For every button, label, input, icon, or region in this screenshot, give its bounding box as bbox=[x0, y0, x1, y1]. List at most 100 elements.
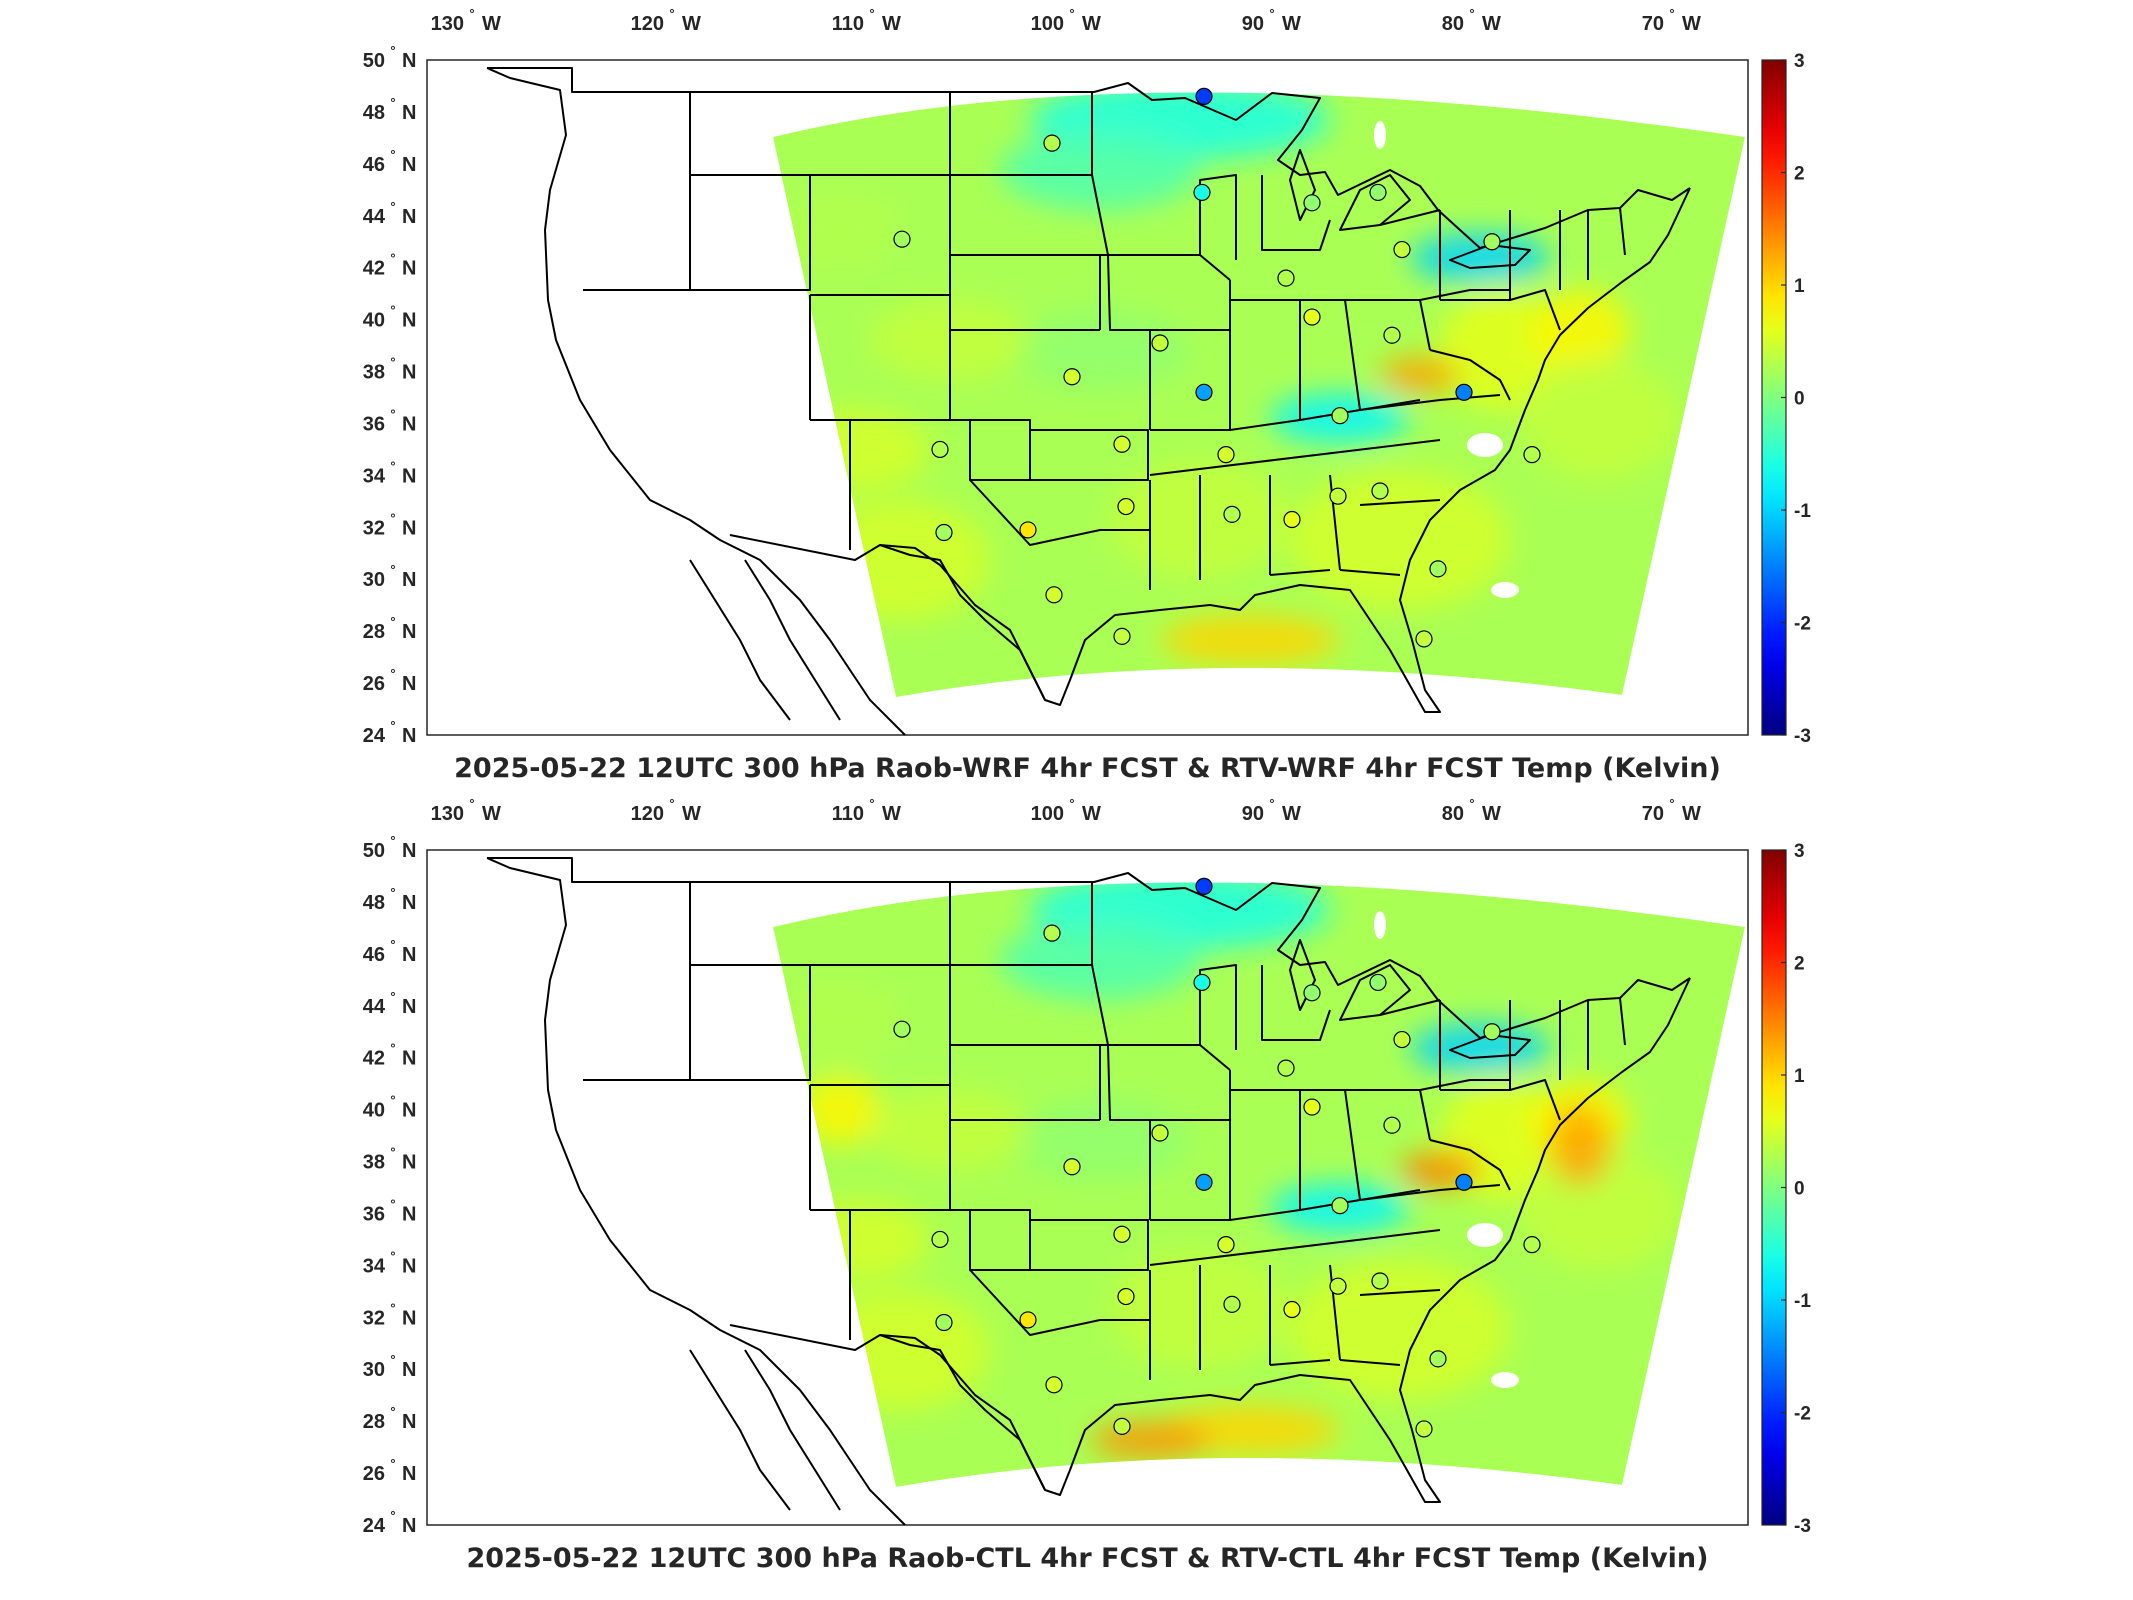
lat-tick-label: 26 bbox=[363, 673, 385, 695]
raob-station-marker bbox=[1329, 1277, 1347, 1295]
raob-stations bbox=[893, 87, 1541, 648]
lon-hemisphere-label: W bbox=[682, 803, 701, 825]
lat-tick-label: 50 bbox=[363, 50, 385, 72]
degree-mark: ° bbox=[469, 6, 474, 21]
lon-hemisphere-label: W bbox=[882, 13, 901, 35]
lat-tick-label: 42 bbox=[363, 1048, 385, 1070]
raob-station-marker bbox=[1371, 1272, 1389, 1290]
raob-station-marker bbox=[1113, 435, 1131, 453]
raob-station-marker bbox=[1415, 630, 1433, 648]
lat-hemisphere-label: N bbox=[402, 1359, 416, 1381]
panel-bottom: 130 ° W 120 ° W 110 ° W 100 ° W 90 ° W 80 ° W 70 ° W 50 ° N 48 ° N… bbox=[0, 790, 2133, 1590]
lat-hemisphere-label: N bbox=[402, 1411, 416, 1433]
colorbar-tick-label: 3 bbox=[1794, 51, 1805, 72]
degree-mark: ° bbox=[390, 666, 395, 681]
degree-mark: ° bbox=[1269, 796, 1274, 811]
lon-hemisphere-label: W bbox=[882, 803, 901, 825]
lat-tick-label: 40 bbox=[363, 1100, 385, 1122]
lon-tick-label: 100 bbox=[1031, 13, 1064, 35]
temperature-field bbox=[773, 882, 1745, 1487]
raob-station-marker bbox=[1369, 183, 1387, 202]
raob-station-marker bbox=[1523, 1236, 1541, 1254]
lat-tick-label: 44 bbox=[363, 996, 386, 1018]
degree-mark: ° bbox=[390, 937, 395, 952]
raob-station-marker bbox=[1117, 497, 1135, 516]
degree-mark: ° bbox=[390, 1404, 395, 1419]
lon-hemisphere-label: W bbox=[1082, 13, 1101, 35]
degree-mark: ° bbox=[390, 1145, 395, 1160]
raob-station-marker bbox=[1331, 407, 1349, 425]
colorbar-tick-label: 0 bbox=[1794, 389, 1805, 410]
lat-tick-label: 46 bbox=[363, 944, 385, 966]
raob-station-marker bbox=[1063, 1158, 1081, 1176]
degree-mark: ° bbox=[390, 147, 395, 162]
degree-mark: ° bbox=[390, 303, 395, 318]
raob-station-marker bbox=[1217, 446, 1235, 464]
colorbar-tick-label: -1 bbox=[1794, 501, 1811, 522]
raob-station-marker bbox=[1383, 1116, 1401, 1134]
raob-station-marker bbox=[1277, 1059, 1295, 1077]
raob-station-marker bbox=[1195, 87, 1213, 105]
raob-station-marker bbox=[1483, 1023, 1501, 1041]
raob-station-marker bbox=[1223, 505, 1241, 523]
raob-station-marker bbox=[1303, 308, 1321, 326]
lon-hemisphere-label: W bbox=[1482, 803, 1501, 825]
lat-tick-label: 36 bbox=[363, 413, 385, 435]
colorbar-tick-label: 2 bbox=[1794, 164, 1805, 185]
lon-hemisphere-label: W bbox=[682, 13, 701, 35]
raob-station-marker bbox=[1019, 521, 1037, 539]
raob-station-marker bbox=[935, 523, 953, 542]
lat-tick-label: 40 bbox=[363, 310, 385, 332]
lat-tick-label: 26 bbox=[363, 1463, 385, 1485]
lon-tick-label: 70 bbox=[1642, 803, 1664, 825]
degree-mark: ° bbox=[869, 796, 874, 811]
raob-station-marker bbox=[1429, 560, 1447, 578]
colorbar-tick-label: -1 bbox=[1794, 1291, 1811, 1312]
raob-stations bbox=[893, 877, 1541, 1438]
lon-tick-label: 130 bbox=[431, 13, 464, 35]
lat-tick-label: 48 bbox=[363, 892, 385, 914]
lon-tick-label: 100 bbox=[1031, 803, 1064, 825]
temperature-field bbox=[773, 92, 1745, 697]
lon-tick-label: 80 bbox=[1442, 803, 1464, 825]
lat-hemisphere-label: N bbox=[402, 1255, 416, 1277]
lat-tick-label: 34 bbox=[363, 465, 386, 487]
lat-hemisphere-label: N bbox=[402, 621, 416, 643]
lat-hemisphere-label: N bbox=[402, 944, 416, 966]
degree-mark: ° bbox=[469, 796, 474, 811]
colorbar-tick-label: 0 bbox=[1794, 1179, 1805, 1200]
raob-station-marker bbox=[893, 1020, 911, 1038]
lat-tick-label: 24 bbox=[363, 725, 386, 747]
raob-station-marker bbox=[1415, 1420, 1433, 1438]
raob-station-marker bbox=[1217, 1236, 1235, 1254]
lon-tick-label: 90 bbox=[1242, 13, 1264, 35]
lat-tick-label: 32 bbox=[363, 517, 385, 539]
raob-station-marker bbox=[1303, 194, 1321, 212]
raob-station-marker bbox=[931, 440, 949, 459]
lat-hemisphere-label: N bbox=[402, 102, 416, 124]
raob-station-marker bbox=[1283, 510, 1301, 529]
raob-station-marker bbox=[1331, 1197, 1349, 1215]
degree-mark: ° bbox=[390, 1093, 395, 1108]
lon-hemisphere-label: W bbox=[1482, 13, 1501, 35]
lat-hemisphere-label: N bbox=[402, 50, 416, 72]
raob-station-marker bbox=[1151, 1124, 1169, 1142]
raob-station-marker bbox=[1195, 383, 1213, 401]
lat-hemisphere-label: N bbox=[402, 725, 416, 747]
lat-tick-label: 48 bbox=[363, 102, 385, 124]
raob-station-marker bbox=[1523, 446, 1541, 464]
lat-hemisphere-label: N bbox=[402, 1152, 416, 1174]
degree-mark: ° bbox=[1069, 6, 1074, 21]
degree-mark: ° bbox=[390, 1041, 395, 1056]
lon-tick-label: 130 bbox=[431, 803, 464, 825]
lat-hemisphere-label: N bbox=[402, 310, 416, 332]
lat-tick-label: 30 bbox=[363, 569, 385, 591]
colorbar-tick-label: -3 bbox=[1794, 1516, 1811, 1537]
lat-tick-label: 38 bbox=[363, 362, 385, 384]
lon-tick-label: 70 bbox=[1642, 13, 1664, 35]
lon-tick-label: 90 bbox=[1242, 803, 1264, 825]
colorbar-tick-label: 3 bbox=[1794, 841, 1805, 862]
lat-hemisphere-label: N bbox=[402, 465, 416, 487]
degree-mark: ° bbox=[390, 458, 395, 473]
state-boundaries bbox=[486, 857, 1691, 1526]
